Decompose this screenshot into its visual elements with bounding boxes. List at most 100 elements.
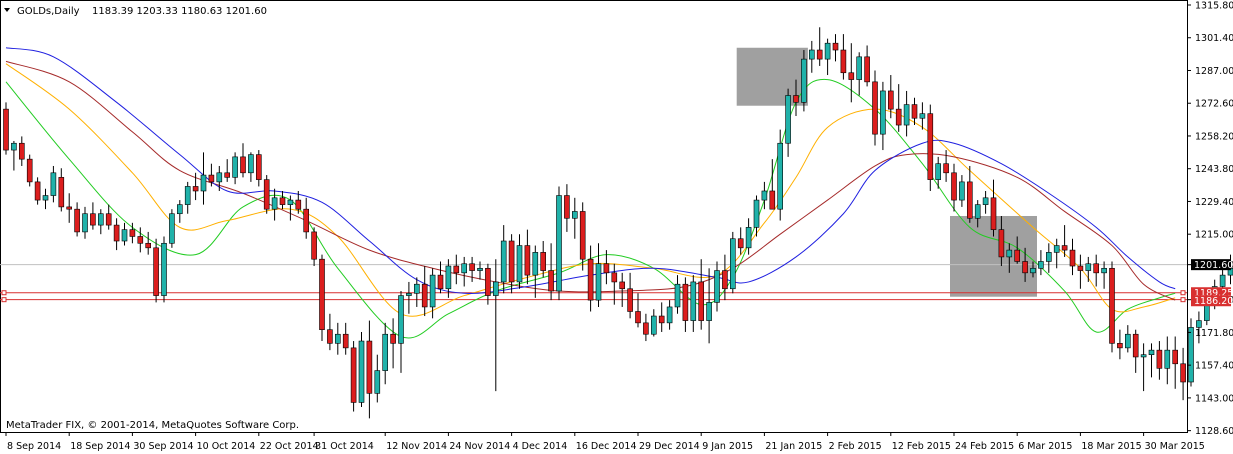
candle-body [1085,263,1092,271]
candle-body [208,174,215,183]
candle-body [342,333,349,349]
candle-body [350,347,357,403]
candle-body [556,195,562,292]
level-price-label [1191,287,1231,299]
x-tick-label: 2 Feb 2015 [829,441,882,452]
x-tick-label: 6 Mar 2015 [1018,441,1072,452]
candle-body [1219,274,1226,287]
x-tick-label: 24 Nov 2014 [449,441,510,452]
y-tick-label: 1215.00 [1195,230,1233,241]
candle-body [745,227,752,249]
candle-body [698,281,705,321]
candle-body [263,179,270,210]
candle-body [105,213,112,226]
candle-body [714,270,720,303]
candle-body [319,258,325,330]
candle-body [74,208,80,233]
candle-body [548,270,554,292]
candle-body [856,56,863,80]
candle-body [579,211,586,260]
y-tick-label: 1229.40 [1195,197,1233,208]
candle-body [311,231,317,260]
candle-body [911,104,918,119]
candle-body [177,204,183,215]
candle-body [137,236,144,244]
candle-body [1125,333,1131,349]
candle-body [382,333,389,371]
candle-body [674,283,681,308]
candle-body [248,154,254,174]
candle-body [761,190,768,201]
candle-body [445,265,452,290]
y-tick-label: 1157.40 [1195,361,1233,372]
candle-body [18,142,25,160]
level-handle [1,290,7,296]
horizontal-levels [0,264,1187,303]
candle-body [184,186,191,205]
candle-body [469,263,475,271]
current-price-label-text: 1201.60 [1194,260,1233,271]
candle-body [840,49,847,74]
candle-body [919,113,926,119]
candle-body [1069,249,1076,267]
candle-body [603,263,610,274]
candle-body [998,229,1005,258]
candle-body [793,95,799,103]
candle-body [303,208,310,233]
candle-body [508,240,515,283]
candle-body [887,90,894,110]
candle-body [255,154,262,180]
time-axis: 8 Sep 2014 18 Sep 2014 30 Sep 2014 10 Oct 2… [5,432,1205,452]
candle-body [722,270,728,290]
candle-body [279,197,286,205]
candle-body [1061,245,1068,251]
candle-body [682,283,689,321]
candle-body [500,240,507,283]
candle-body [627,288,633,312]
candle-body [1180,363,1186,383]
y-tick-label: 1287.00 [1195,66,1233,77]
current-price-label [1191,259,1231,271]
candle-body [587,258,594,301]
x-tick-label: 29 Dec 2014 [639,441,700,452]
candle-body [461,263,468,274]
candle-body [951,172,957,201]
x-tick-label: 22 Oct 2014 [260,441,319,452]
candle-body [966,181,973,219]
candle-body [903,104,910,126]
x-tick-label: 24 Feb 2015 [955,441,1014,452]
candle-body [161,242,167,296]
x-tick-label: 10 Oct 2014 [197,441,256,452]
candle-body [650,315,657,335]
level-price-label-text: 1189.25 [1194,288,1233,299]
x-tick-label: 12 Feb 2015 [892,441,951,452]
candle-body [1101,267,1107,274]
candle-body [643,322,649,335]
candle-body [729,238,736,290]
candle-body [1038,261,1044,269]
candle-body [26,158,33,183]
x-tick-label: 31 Oct 2014 [315,441,374,452]
chart-header-symbol: GOLDs,Daily [17,6,80,17]
candle-body [398,295,404,344]
moving-average-line [5,47,1176,294]
candle-body [240,156,246,174]
candle-body [777,142,784,210]
collapse-triangle-icon[interactable] [4,8,10,12]
candle-body [492,281,499,296]
y-tick-label: 1171.80 [1195,328,1233,339]
x-tick-label: 30 Mar 2015 [1145,441,1205,452]
candle-body [287,199,294,205]
candle-body [690,281,697,321]
level-price-label-text: 1186.20 [1194,296,1233,307]
copyright-text: MetaTrader FIX, © 2001-2014, MetaQuotes … [6,420,299,431]
candle-body [34,181,41,201]
candle-body [121,229,128,242]
candle-body [113,224,120,242]
candle-body [1140,354,1147,358]
candle-body [516,245,523,283]
x-tick-label: 4 Dec 2014 [513,441,568,452]
candle-body [82,213,88,233]
